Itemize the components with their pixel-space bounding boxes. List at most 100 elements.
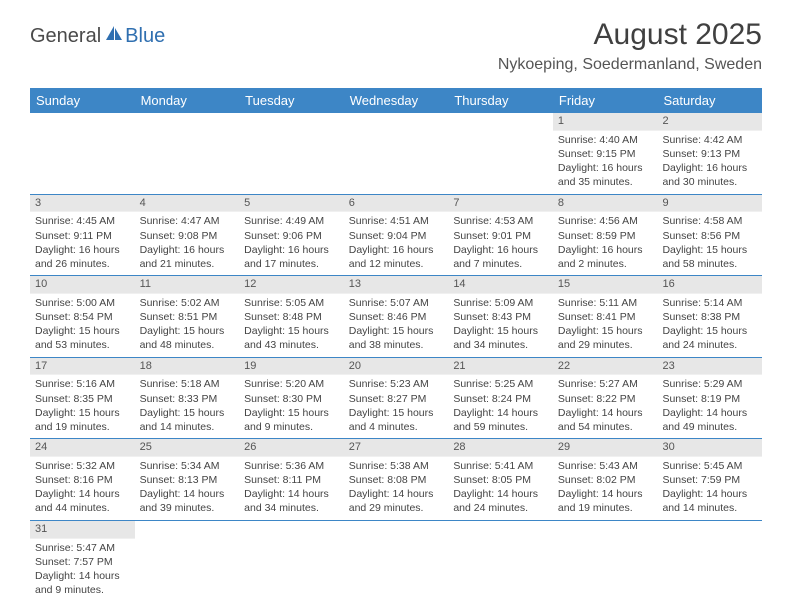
day-header: Thursday [448, 88, 553, 113]
day-cell-empty [239, 521, 344, 602]
day-cell-empty [135, 521, 240, 602]
day-number: 13 [344, 276, 449, 294]
sunrise-text: Sunrise: 5:09 AM [453, 296, 548, 310]
daylight-text: Daylight: 14 hours and 29 minutes. [349, 487, 444, 515]
day-number: 19 [239, 358, 344, 376]
sunset-text: Sunset: 9:11 PM [35, 229, 130, 243]
sunrise-text: Sunrise: 5:38 AM [349, 459, 444, 473]
sunrise-text: Sunrise: 5:20 AM [244, 377, 339, 391]
day-number: 2 [657, 113, 762, 131]
day-cell: 30Sunrise: 5:45 AMSunset: 7:59 PMDayligh… [657, 439, 762, 520]
sunset-text: Sunset: 9:06 PM [244, 229, 339, 243]
day-body: Sunrise: 5:32 AMSunset: 8:16 PMDaylight:… [30, 457, 135, 520]
daylight-text: Daylight: 15 hours and 29 minutes. [558, 324, 653, 352]
day-body: Sunrise: 5:41 AMSunset: 8:05 PMDaylight:… [448, 457, 553, 520]
daylight-text: Daylight: 14 hours and 59 minutes. [453, 406, 548, 434]
day-body: Sunrise: 5:16 AMSunset: 8:35 PMDaylight:… [30, 375, 135, 438]
daylight-text: Daylight: 15 hours and 58 minutes. [662, 243, 757, 271]
day-body: Sunrise: 5:29 AMSunset: 8:19 PMDaylight:… [657, 375, 762, 438]
day-body: Sunrise: 5:02 AMSunset: 8:51 PMDaylight:… [135, 294, 240, 357]
day-cell: 14Sunrise: 5:09 AMSunset: 8:43 PMDayligh… [448, 276, 553, 357]
daylight-text: Daylight: 14 hours and 54 minutes. [558, 406, 653, 434]
day-cell: 23Sunrise: 5:29 AMSunset: 8:19 PMDayligh… [657, 358, 762, 439]
day-body: Sunrise: 5:11 AMSunset: 8:41 PMDaylight:… [553, 294, 658, 357]
day-number: 8 [553, 195, 658, 213]
day-body: Sunrise: 5:07 AMSunset: 8:46 PMDaylight:… [344, 294, 449, 357]
sunset-text: Sunset: 8:08 PM [349, 473, 444, 487]
day-body: Sunrise: 5:36 AMSunset: 8:11 PMDaylight:… [239, 457, 344, 520]
logo-text-2: Blue [125, 25, 165, 48]
daylight-text: Daylight: 15 hours and 48 minutes. [140, 324, 235, 352]
day-cell-empty [344, 521, 449, 602]
sunset-text: Sunset: 9:01 PM [453, 229, 548, 243]
sunrise-text: Sunrise: 5:36 AM [244, 459, 339, 473]
day-number: 9 [657, 195, 762, 213]
day-header: Friday [553, 88, 658, 113]
logo: General Blue [30, 24, 165, 48]
daylight-text: Daylight: 14 hours and 24 minutes. [453, 487, 548, 515]
day-number: 5 [239, 195, 344, 213]
sunrise-text: Sunrise: 5:05 AM [244, 296, 339, 310]
day-body: Sunrise: 5:38 AMSunset: 8:08 PMDaylight:… [344, 457, 449, 520]
sunrise-text: Sunrise: 5:02 AM [140, 296, 235, 310]
day-cell: 25Sunrise: 5:34 AMSunset: 8:13 PMDayligh… [135, 439, 240, 520]
day-number: 16 [657, 276, 762, 294]
sunrise-text: Sunrise: 4:47 AM [140, 214, 235, 228]
sunrise-text: Sunrise: 4:56 AM [558, 214, 653, 228]
day-body: Sunrise: 4:42 AMSunset: 9:13 PMDaylight:… [657, 131, 762, 194]
day-cell: 9Sunrise: 4:58 AMSunset: 8:56 PMDaylight… [657, 195, 762, 276]
daylight-text: Daylight: 16 hours and 7 minutes. [453, 243, 548, 271]
sunset-text: Sunset: 8:56 PM [662, 229, 757, 243]
day-header-row: SundayMondayTuesdayWednesdayThursdayFrid… [30, 88, 762, 113]
week-row: 17Sunrise: 5:16 AMSunset: 8:35 PMDayligh… [30, 358, 762, 440]
day-cell-empty [135, 113, 240, 194]
day-body: Sunrise: 5:25 AMSunset: 8:24 PMDaylight:… [448, 375, 553, 438]
week-row: 1Sunrise: 4:40 AMSunset: 9:15 PMDaylight… [30, 113, 762, 195]
day-cell-empty [448, 521, 553, 602]
sunset-text: Sunset: 8:46 PM [349, 310, 444, 324]
day-cell: 18Sunrise: 5:18 AMSunset: 8:33 PMDayligh… [135, 358, 240, 439]
sunrise-text: Sunrise: 4:40 AM [558, 133, 653, 147]
day-cell-empty [657, 521, 762, 602]
day-body: Sunrise: 5:27 AMSunset: 8:22 PMDaylight:… [553, 375, 658, 438]
day-body: Sunrise: 4:49 AMSunset: 9:06 PMDaylight:… [239, 212, 344, 275]
sunset-text: Sunset: 8:02 PM [558, 473, 653, 487]
daylight-text: Daylight: 15 hours and 53 minutes. [35, 324, 130, 352]
sunrise-text: Sunrise: 5:45 AM [662, 459, 757, 473]
sunset-text: Sunset: 8:35 PM [35, 392, 130, 406]
sunset-text: Sunset: 7:59 PM [662, 473, 757, 487]
daylight-text: Daylight: 15 hours and 14 minutes. [140, 406, 235, 434]
header: General Blue August 2025 Nykoeping, Soed… [0, 0, 792, 82]
day-body: Sunrise: 5:34 AMSunset: 8:13 PMDaylight:… [135, 457, 240, 520]
sunset-text: Sunset: 8:43 PM [453, 310, 548, 324]
day-body: Sunrise: 5:14 AMSunset: 8:38 PMDaylight:… [657, 294, 762, 357]
day-cell: 7Sunrise: 4:53 AMSunset: 9:01 PMDaylight… [448, 195, 553, 276]
day-number: 31 [30, 521, 135, 539]
sunset-text: Sunset: 7:57 PM [35, 555, 130, 569]
daylight-text: Daylight: 14 hours and 49 minutes. [662, 406, 757, 434]
day-body: Sunrise: 5:18 AMSunset: 8:33 PMDaylight:… [135, 375, 240, 438]
day-body: Sunrise: 5:05 AMSunset: 8:48 PMDaylight:… [239, 294, 344, 357]
day-number: 6 [344, 195, 449, 213]
sunrise-text: Sunrise: 5:11 AM [558, 296, 653, 310]
sunset-text: Sunset: 8:11 PM [244, 473, 339, 487]
sunrise-text: Sunrise: 5:32 AM [35, 459, 130, 473]
day-cell: 5Sunrise: 4:49 AMSunset: 9:06 PMDaylight… [239, 195, 344, 276]
logo-text-1: General [30, 25, 101, 48]
daylight-text: Daylight: 16 hours and 26 minutes. [35, 243, 130, 271]
sunrise-text: Sunrise: 5:14 AM [662, 296, 757, 310]
day-body: Sunrise: 5:45 AMSunset: 7:59 PMDaylight:… [657, 457, 762, 520]
day-number: 18 [135, 358, 240, 376]
day-number: 25 [135, 439, 240, 457]
sunrise-text: Sunrise: 5:18 AM [140, 377, 235, 391]
day-number: 26 [239, 439, 344, 457]
sunrise-text: Sunrise: 5:43 AM [558, 459, 653, 473]
day-number: 20 [344, 358, 449, 376]
day-body: Sunrise: 5:09 AMSunset: 8:43 PMDaylight:… [448, 294, 553, 357]
daylight-text: Daylight: 14 hours and 44 minutes. [35, 487, 130, 515]
week-row: 31Sunrise: 5:47 AMSunset: 7:57 PMDayligh… [30, 521, 762, 602]
day-cell: 6Sunrise: 4:51 AMSunset: 9:04 PMDaylight… [344, 195, 449, 276]
day-header: Wednesday [344, 88, 449, 113]
sunset-text: Sunset: 8:59 PM [558, 229, 653, 243]
sunset-text: Sunset: 9:08 PM [140, 229, 235, 243]
